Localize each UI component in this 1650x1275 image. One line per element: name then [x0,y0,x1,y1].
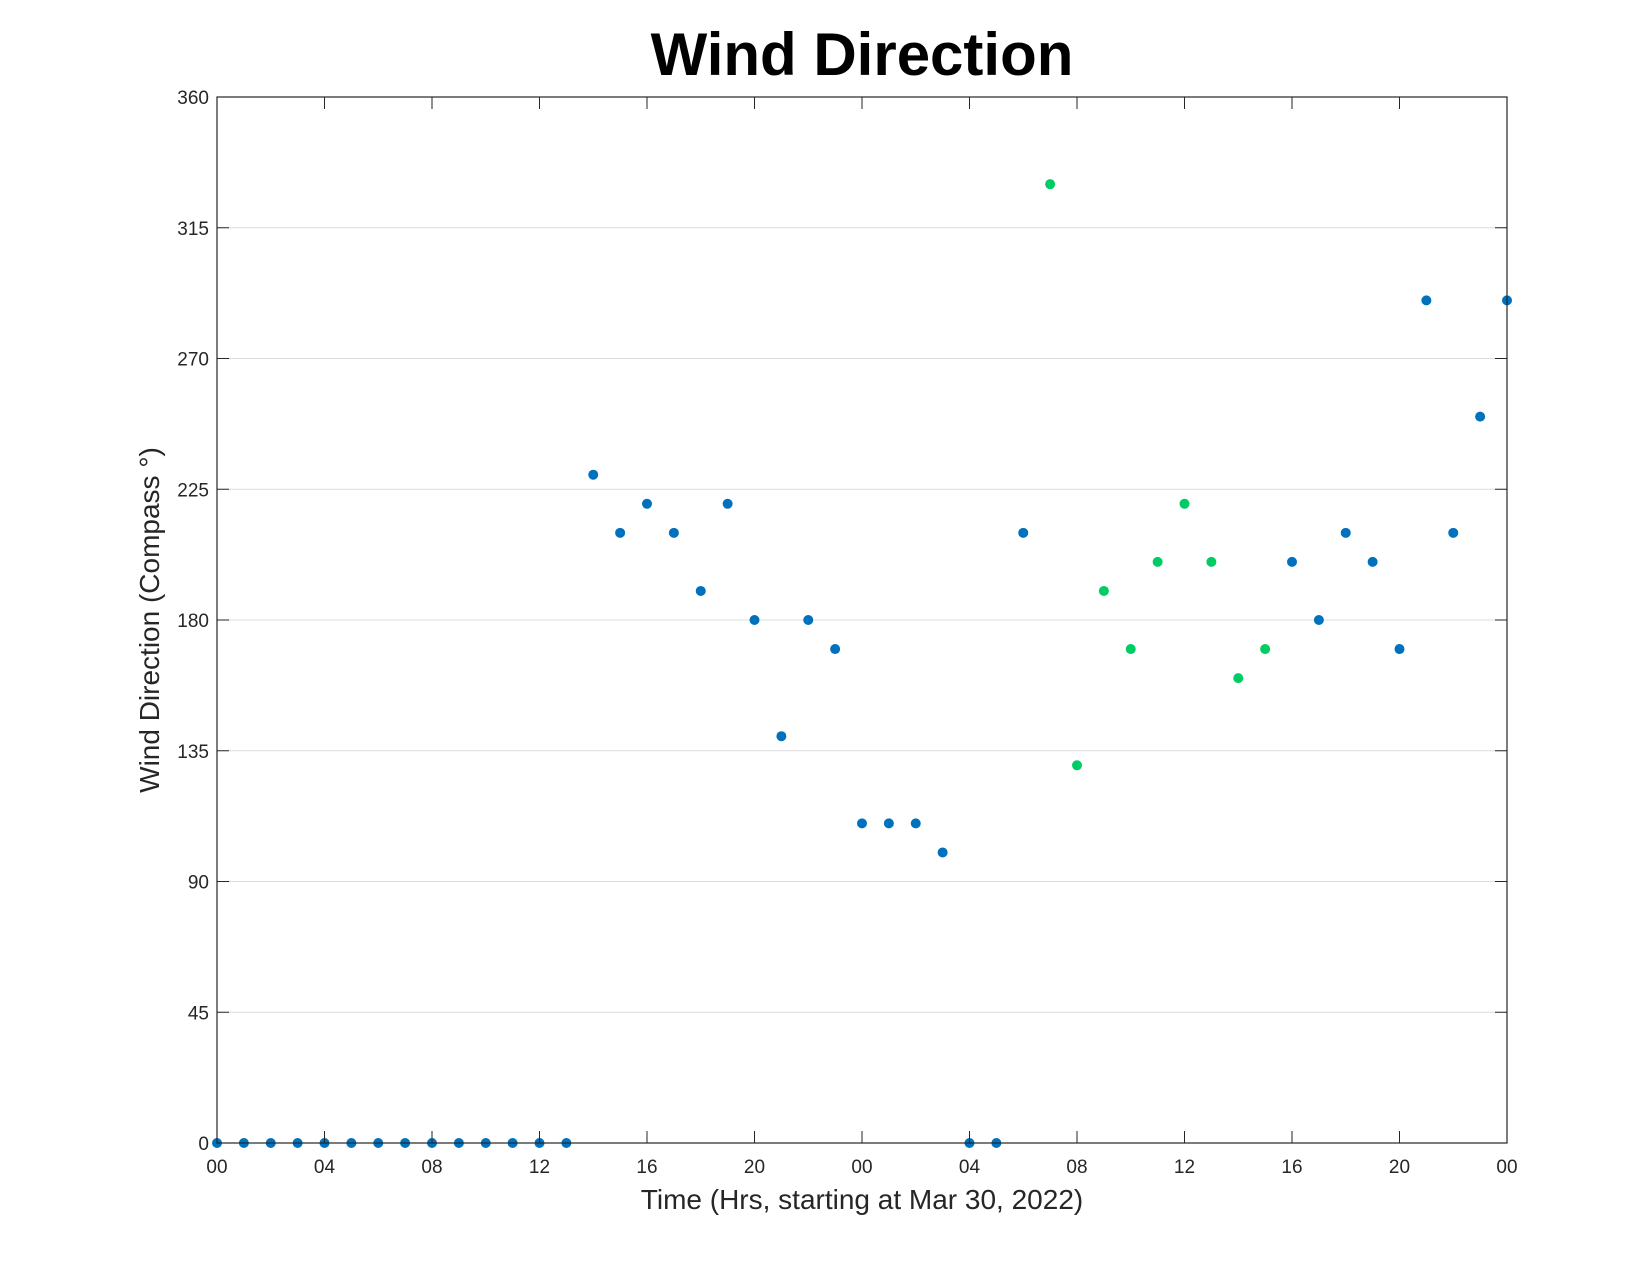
data-point [830,644,841,655]
data-point [615,527,626,538]
data-point [1394,644,1405,655]
x-tick-label: 04 [314,1157,336,1178]
data-point [1340,527,1351,538]
data-points [212,179,1512,1148]
x-tick-label: 04 [959,1157,981,1178]
x-tick-label: 00 [851,1157,872,1178]
data-point [776,731,787,742]
y-tick-label: 360 [177,88,209,109]
y-tick-label: 90 [188,873,209,894]
data-point [1179,498,1190,509]
data-point [695,585,706,596]
y-tick-label: 270 [177,350,209,371]
y-tick-label: 225 [177,480,209,501]
x-tick-labels: 00 04 08 12 16 20 00 04 08 12 16 20 00 [206,1157,1517,1178]
x-axis-label: Time (Hrs, starting at Mar 30, 2022) [641,1184,1083,1215]
y-tick-label: 315 [177,219,209,240]
data-point [1098,585,1109,596]
grid-lines [217,227,1507,1013]
y-tick-label: 0 [198,1134,209,1155]
data-point [1313,615,1324,625]
data-point [1233,673,1244,684]
data-point [883,818,894,829]
x-tick-label: 20 [744,1157,765,1178]
x-tick-label: 20 [1389,1157,1410,1178]
x-tick-label: 08 [421,1157,442,1178]
data-point [803,615,814,625]
data-point [749,615,760,625]
y-tick-labels: 0 45 90 135 180 225 270 315 360 [177,88,209,1155]
data-point [1367,556,1378,567]
x-tick-label: 12 [529,1157,550,1178]
data-point [857,818,867,829]
x-tick-label: 00 [206,1157,227,1178]
data-point [1287,556,1297,567]
data-point [1045,179,1056,190]
y-tick-label: 180 [177,611,209,632]
data-point [1125,644,1136,655]
data-point [668,527,679,538]
data-point [588,469,599,480]
y-axis-label: Wind Direction (Compass °) [134,447,165,793]
y-tick-label: 135 [177,742,209,763]
axis-ticks [216,96,1508,1144]
x-tick-label: 16 [1281,1157,1302,1178]
data-point [1475,411,1486,422]
data-point [1018,527,1029,538]
x-tick-label: 16 [636,1157,657,1178]
data-point [1421,295,1432,306]
x-tick-label: 12 [1174,1157,1195,1178]
x-tick-label: 00 [1496,1157,1517,1178]
data-point [642,498,652,509]
data-point [937,847,948,858]
data-point [1260,644,1271,655]
y-tick-label: 45 [188,1003,209,1024]
data-point [1072,760,1082,771]
data-point [910,818,921,829]
chart-title: Wind Direction [651,21,1074,88]
data-point [722,498,733,509]
x-tick-label: 08 [1066,1157,1087,1178]
data-point [1152,556,1163,567]
data-point [1206,556,1217,567]
data-point [1448,527,1459,538]
